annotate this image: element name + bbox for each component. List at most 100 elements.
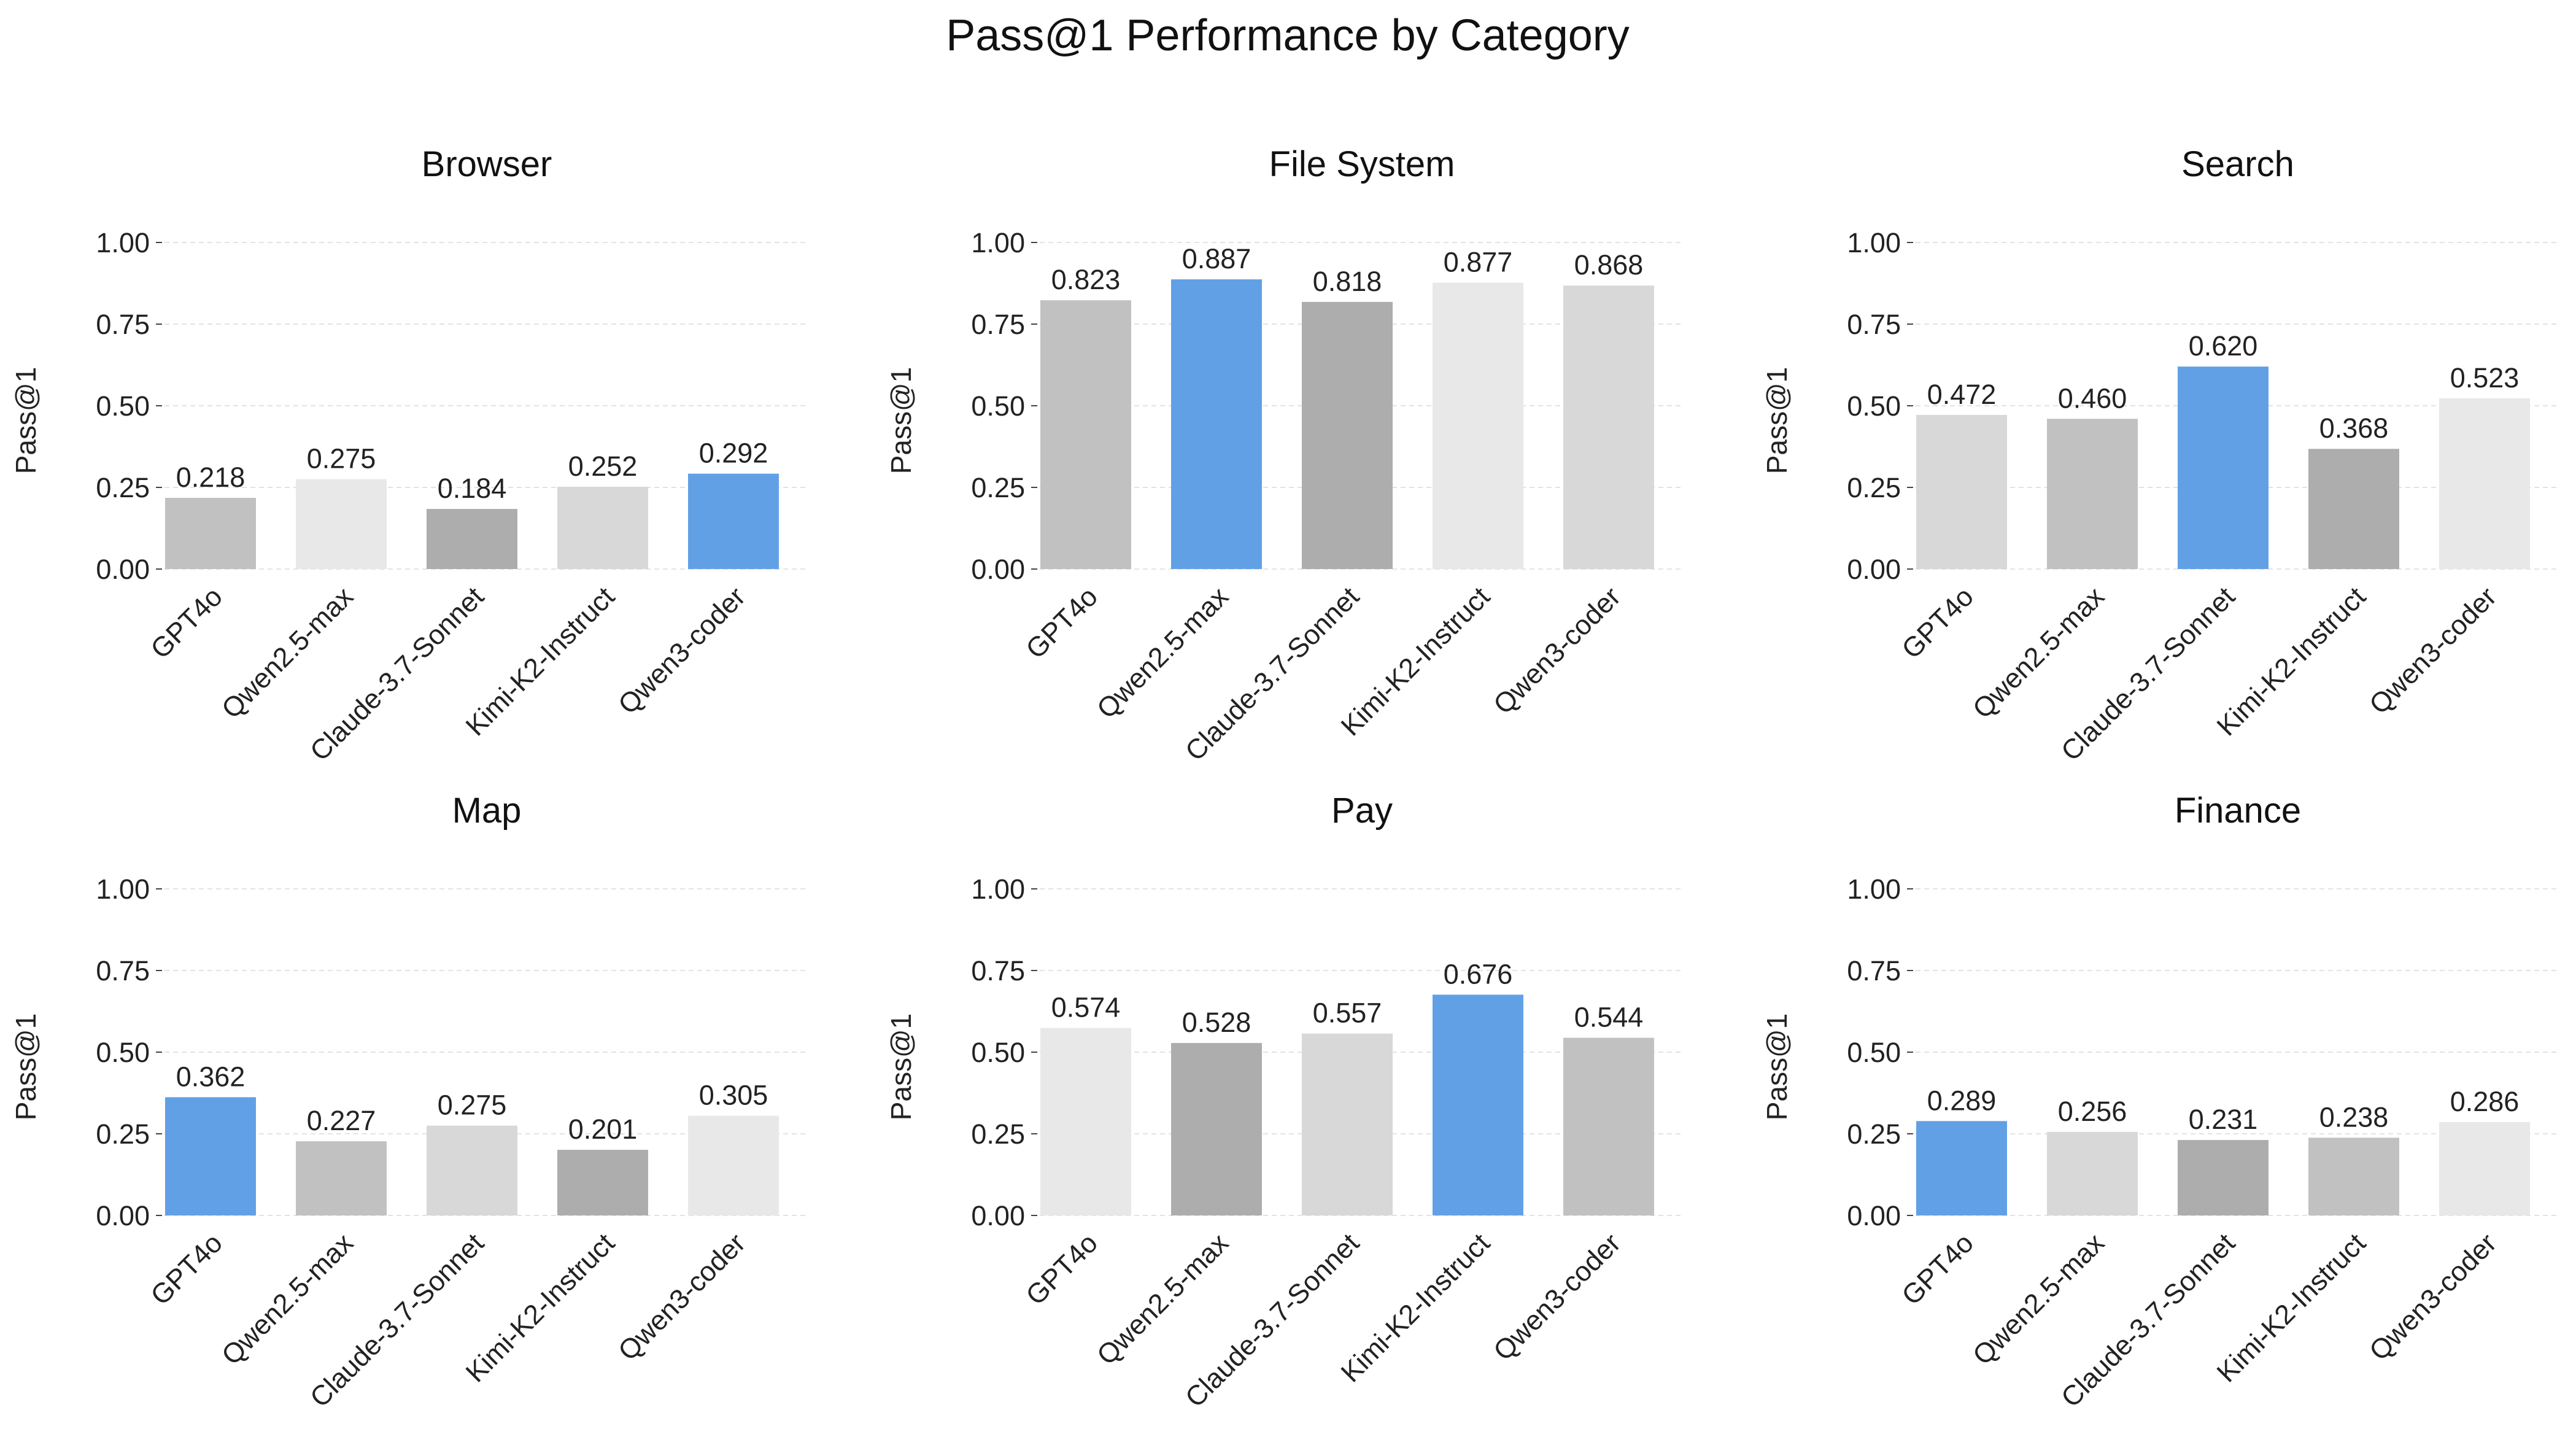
x-tick-label: Qwen2.5-max xyxy=(1967,1227,2110,1371)
bar xyxy=(557,1150,648,1215)
subplot-grid: Browser 0.00 0.25 0.50 0.75 1.00 Pass@1 0.218 GP… xyxy=(10,144,2560,1413)
y-tick-label: 0.00 xyxy=(96,554,150,585)
bar xyxy=(296,479,387,569)
y-tick-label: 0.50 xyxy=(96,1037,150,1068)
x-tick-label: GPT4o xyxy=(1895,581,1979,665)
data-label: 0.544 xyxy=(1574,1002,1644,1033)
bar xyxy=(165,1097,256,1215)
subplot-title: Map xyxy=(452,791,522,831)
y-tick-label: 0.75 xyxy=(971,309,1025,340)
bar xyxy=(2047,419,2138,569)
data-label: 0.362 xyxy=(176,1061,246,1092)
bar xyxy=(2047,1131,2138,1215)
bar xyxy=(2178,1140,2269,1215)
x-tick-label: GPT4o xyxy=(1019,581,1104,665)
y-axis-label: Pass@1 xyxy=(10,367,42,475)
y-tick-label: 0.00 xyxy=(971,1200,1025,1231)
bar xyxy=(688,1115,779,1215)
subplot-title: Pay xyxy=(1331,791,1393,831)
data-label: 0.292 xyxy=(699,438,768,469)
bar xyxy=(688,473,779,569)
bar xyxy=(2308,1137,2399,1215)
y-tick-label: 0.50 xyxy=(1847,1037,1901,1068)
data-label: 0.877 xyxy=(1444,246,1513,277)
bar xyxy=(1433,282,1523,569)
data-label: 0.275 xyxy=(438,1090,507,1121)
y-tick-label: 0.25 xyxy=(971,1118,1025,1150)
data-label: 0.574 xyxy=(1051,992,1121,1023)
bar xyxy=(1563,285,1654,569)
data-label: 0.368 xyxy=(2319,413,2389,444)
y-tick-label: 0.00 xyxy=(1847,1200,1901,1231)
y-tick-label: 1.00 xyxy=(1847,874,1901,905)
y-tick-label: 0.75 xyxy=(1847,309,1901,340)
bar xyxy=(1171,279,1262,569)
bar xyxy=(557,486,648,569)
bar xyxy=(1563,1037,1654,1215)
data-label: 0.523 xyxy=(2450,362,2520,393)
x-tick-label: GPT4o xyxy=(144,1227,228,1311)
y-tick-label: 0.75 xyxy=(1847,955,1901,986)
y-axis-label: Pass@1 xyxy=(885,1013,917,1121)
subplot-finance: Finance 0.00 0.25 0.50 0.75 1.00 Pass@1 0.289 GP… xyxy=(1761,791,2560,1413)
x-tick-label: Qwen2.5-max xyxy=(215,581,359,724)
x-tick-label: GPT4o xyxy=(1019,1227,1104,1311)
x-tick-label: Qwen3-coder xyxy=(2363,581,2502,720)
y-axis-label: Pass@1 xyxy=(1761,367,1793,475)
y-tick-label: 1.00 xyxy=(971,227,1025,258)
bar xyxy=(2439,1122,2530,1215)
data-label: 0.227 xyxy=(307,1105,376,1136)
data-label: 0.620 xyxy=(2189,330,2258,362)
data-label: 0.472 xyxy=(1927,379,1997,410)
bar xyxy=(165,498,256,569)
bar xyxy=(1171,1043,1262,1215)
x-tick-label: Qwen3-coder xyxy=(612,581,751,720)
bar xyxy=(427,509,517,569)
bar xyxy=(1302,301,1393,569)
y-tick-label: 0.00 xyxy=(1847,554,1901,585)
x-tick-label: Qwen2.5-max xyxy=(1967,581,2110,724)
x-tick-label: Qwen3-coder xyxy=(2363,1227,2502,1366)
y-tick-label: 0.50 xyxy=(1847,390,1901,422)
x-tick-label: GPT4o xyxy=(1895,1227,1979,1311)
subplot-title: File System xyxy=(1269,144,1455,184)
y-axis-label: Pass@1 xyxy=(885,367,917,475)
figure-title: Pass@1 Performance by Category xyxy=(946,11,1630,60)
bar xyxy=(2178,366,2269,569)
y-tick-label: 0.50 xyxy=(971,390,1025,422)
x-tick-label: Qwen3-coder xyxy=(612,1227,751,1366)
y-tick-label: 0.25 xyxy=(96,1118,150,1150)
data-label: 0.460 xyxy=(2058,382,2127,414)
x-tick-label: Qwen3-coder xyxy=(1487,581,1626,720)
data-label: 0.305 xyxy=(699,1080,768,1111)
bar xyxy=(2439,398,2530,569)
subplot-browser: Browser 0.00 0.25 0.50 0.75 1.00 Pass@1 0.218 GP… xyxy=(10,144,809,767)
data-label: 0.818 xyxy=(1313,266,1382,297)
bar xyxy=(1433,994,1523,1215)
y-tick-label: 0.75 xyxy=(96,955,150,986)
data-label: 0.218 xyxy=(176,462,246,493)
x-tick-label: Qwen2.5-max xyxy=(1091,1227,1234,1371)
subplot-title: Search xyxy=(2181,144,2294,184)
subplot-file-system: File System 0.00 0.25 0.50 0.75 1.00 Pass@1 0.8… xyxy=(885,144,1684,767)
x-tick-label: Qwen3-coder xyxy=(1487,1227,1626,1366)
subplot-map: Map 0.00 0.25 0.50 0.75 1.00 Pass@1 0.362 GPT4o 0… xyxy=(10,791,809,1413)
data-label: 0.286 xyxy=(2450,1086,2520,1117)
x-tick-label: GPT4o xyxy=(144,581,228,665)
subplot-title: Finance xyxy=(2175,791,2301,831)
y-tick-label: 1.00 xyxy=(96,227,150,258)
bar xyxy=(1302,1033,1393,1215)
bar xyxy=(1916,1121,2007,1215)
y-axis-label: Pass@1 xyxy=(10,1013,42,1121)
bar xyxy=(427,1125,517,1215)
subplot-search: Search 0.00 0.25 0.50 0.75 1.00 Pass@1 0.472 GPT… xyxy=(1761,144,2560,767)
y-tick-label: 0.50 xyxy=(971,1037,1025,1068)
data-label: 0.676 xyxy=(1444,958,1513,990)
bar xyxy=(2308,449,2399,569)
data-label: 0.887 xyxy=(1182,243,1251,274)
y-tick-label: 0.25 xyxy=(96,472,150,503)
y-tick-label: 0.50 xyxy=(96,390,150,422)
subplot-pay: Pay 0.00 0.25 0.50 0.75 1.00 Pass@1 0.574 GPT4o 0… xyxy=(885,791,1684,1413)
y-tick-label: 0.00 xyxy=(96,1200,150,1231)
